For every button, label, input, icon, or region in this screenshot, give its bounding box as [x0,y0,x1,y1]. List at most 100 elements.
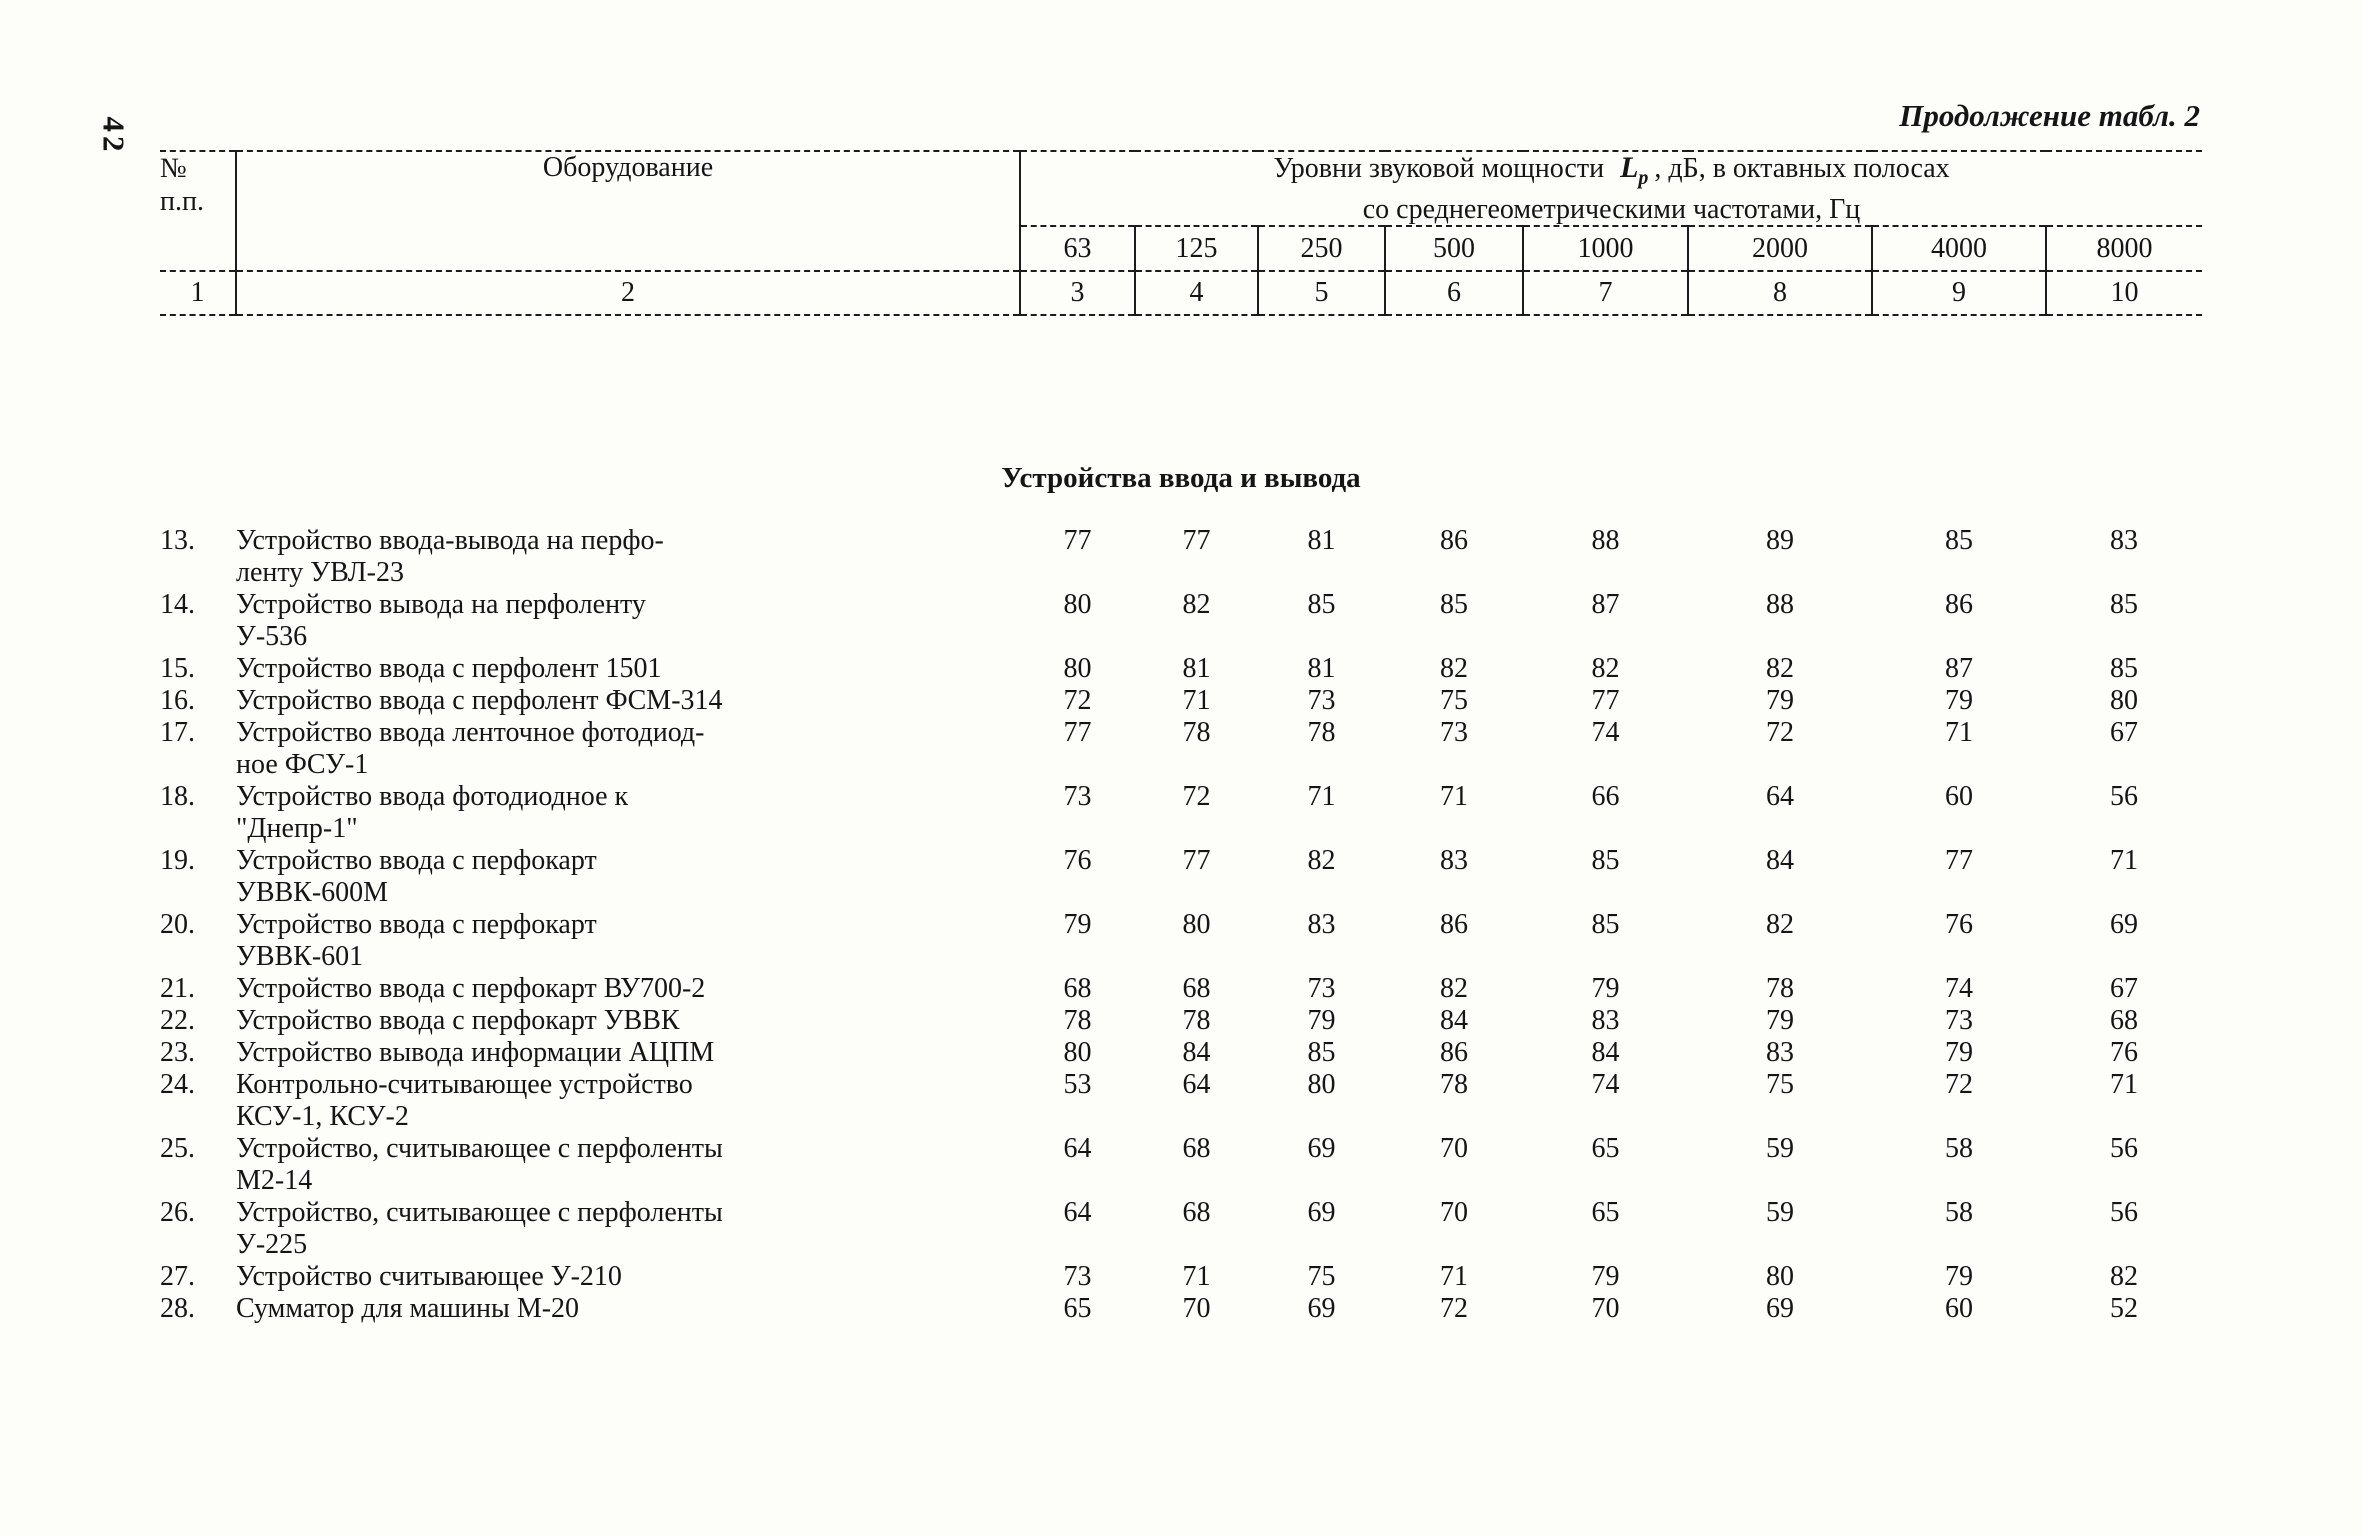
value-cell: 83 [2110,525,2139,556]
column-number-9: 9 [1872,271,2047,316]
table-row: 16. Устройство ввода с перфолент ФСМ-314 7… [160,685,2202,717]
value-cell: 56 [2110,1197,2139,1228]
value-cell: 86 [1945,589,1973,620]
row-number: 15. [160,653,195,684]
table-row: 17. Устройство ввода ленточное фотодиод- … [160,717,2202,781]
table-row: 20. Устройство ввода с перфокарт УВВК-601… [160,909,2202,973]
value-cell: 76 [1063,845,1092,876]
value-cell: 71 [1182,1261,1211,1292]
value-cell: 56 [2110,1133,2139,1164]
value-cell: 71 [1182,685,1211,716]
value-cell: 88 [1591,525,1620,556]
equipment-name: Устройство ввода ленточное фотодиод- ное… [236,717,705,780]
frequency-header-500: 500 [1385,226,1524,272]
value-cell: 79 [1766,685,1794,716]
value-cell: 82 [1591,653,1620,684]
column-number-10: 10 [2046,271,2203,316]
value-cell: 69 [2110,909,2139,940]
equipment-name: Устройство вывода на перфоленту У-536 [236,589,646,652]
value-cell: 68 [1063,973,1092,1004]
value-cell: 78 [1766,973,1794,1004]
value-cell: 81 [1307,525,1336,556]
freq-header-line2: со среднегеометрическими частотами, Гц [1362,194,1861,225]
value-cell: 70 [1440,1197,1468,1228]
value-cell: 80 [2110,685,2139,716]
value-cell: 71 [1440,781,1468,812]
value-cell: 75 [1440,685,1468,716]
col-header-frequencies: Уровни звуковой мощности Lp, дБ, в октавн… [1020,150,2203,227]
row-number: 22. [160,1005,195,1036]
value-cell: 72 [1440,1293,1468,1324]
value-cell: 85 [2110,653,2139,684]
value-cell: 76 [2110,1037,2139,1068]
value-cell: 79 [1945,685,1973,716]
table-row: 21. Устройство ввода с перфокарт ВУ700-2 6… [160,973,2202,1005]
value-cell: 69 [1766,1293,1794,1324]
table-row: 19. Устройство ввода с перфокарт УВВК-600… [160,845,2202,909]
value-cell: 73 [1307,973,1336,1004]
value-cell: 82 [1440,973,1468,1004]
section-title: Устройства ввода и вывода [1001,462,1361,494]
section-row: Устройства ввода и вывода [160,315,2202,525]
row-number: 13. [160,525,195,556]
value-cell: 76 [1945,909,1973,940]
value-cell: 59 [1766,1133,1794,1164]
value-cell: 80 [1766,1261,1794,1292]
table-row: 23. Устройство вывода информации АЦПМ 80 84… [160,1037,2202,1069]
value-cell: 88 [1766,589,1794,620]
value-cell: 67 [2110,717,2139,748]
freq-header-prefix: Уровни звуковой мощности [1273,153,1605,184]
value-cell: 82 [1440,653,1468,684]
value-cell: 82 [2110,1261,2139,1292]
value-cell: 69 [1307,1133,1336,1164]
value-cell: 65 [1591,1133,1620,1164]
frequency-header-250: 250 [1258,226,1386,272]
sound-power-symbol-subscript: p [1638,167,1649,189]
value-cell: 78 [1307,717,1336,748]
value-cell: 58 [1945,1133,1973,1164]
value-cell: 73 [1440,717,1468,748]
value-cell: 79 [1945,1037,1973,1068]
value-cell: 79 [1307,1005,1336,1036]
value-cell: 84 [1440,1005,1468,1036]
value-cell: 73 [1063,1261,1092,1292]
value-cell: 77 [1063,525,1092,556]
value-cell: 83 [1766,1037,1794,1068]
value-cell: 68 [1182,1133,1211,1164]
value-cell: 72 [1063,685,1092,716]
value-cell: 78 [1440,1069,1468,1100]
value-cell: 86 [1440,909,1468,940]
value-cell: 77 [1591,685,1620,716]
value-cell: 64 [1766,781,1794,812]
freq-header-suffix: , дБ, в октавных полосах [1654,153,1950,184]
frequency-header-2000: 2000 [1688,226,1873,272]
value-cell: 84 [1182,1037,1211,1068]
value-cell: 71 [1440,1261,1468,1292]
value-cell: 68 [2110,1005,2139,1036]
value-cell: 79 [1945,1261,1973,1292]
value-cell: 73 [1945,1005,1973,1036]
table-continuation-caption: Продолжение табл. 2 [1899,98,2200,133]
value-cell: 74 [1945,973,1973,1004]
equipment-name: Устройство ввода с перфокарт УВВК-601 [236,909,597,972]
frequency-row: 63 125 250 500 1000 2000 4000 8000 [160,226,2203,272]
value-cell: 78 [1063,1005,1092,1036]
value-cell: 71 [2110,845,2139,876]
column-number-3: 3 [1020,271,1136,316]
value-cell: 69 [1307,1293,1336,1324]
freq-header-line1: Уровни звуковой мощности Lp, дБ, в октавн… [1021,152,2202,194]
value-cell: 66 [1591,781,1620,812]
value-cell: 77 [1182,845,1211,876]
row-number: 16. [160,685,195,716]
value-cell: 79 [1063,909,1092,940]
sound-power-symbol-letter: L [1620,151,1639,184]
col-header-number: № п.п. [160,150,237,272]
value-cell: 52 [2110,1293,2139,1324]
value-cell: 74 [1591,717,1620,748]
value-cell: 70 [1591,1293,1620,1324]
value-cell: 74 [1591,1069,1620,1100]
row-number: 26. [160,1197,195,1228]
value-cell: 65 [1063,1293,1092,1324]
value-cell: 79 [1591,1261,1620,1292]
equipment-name: Устройство ввода с перфокарт УВВК [236,1005,680,1036]
